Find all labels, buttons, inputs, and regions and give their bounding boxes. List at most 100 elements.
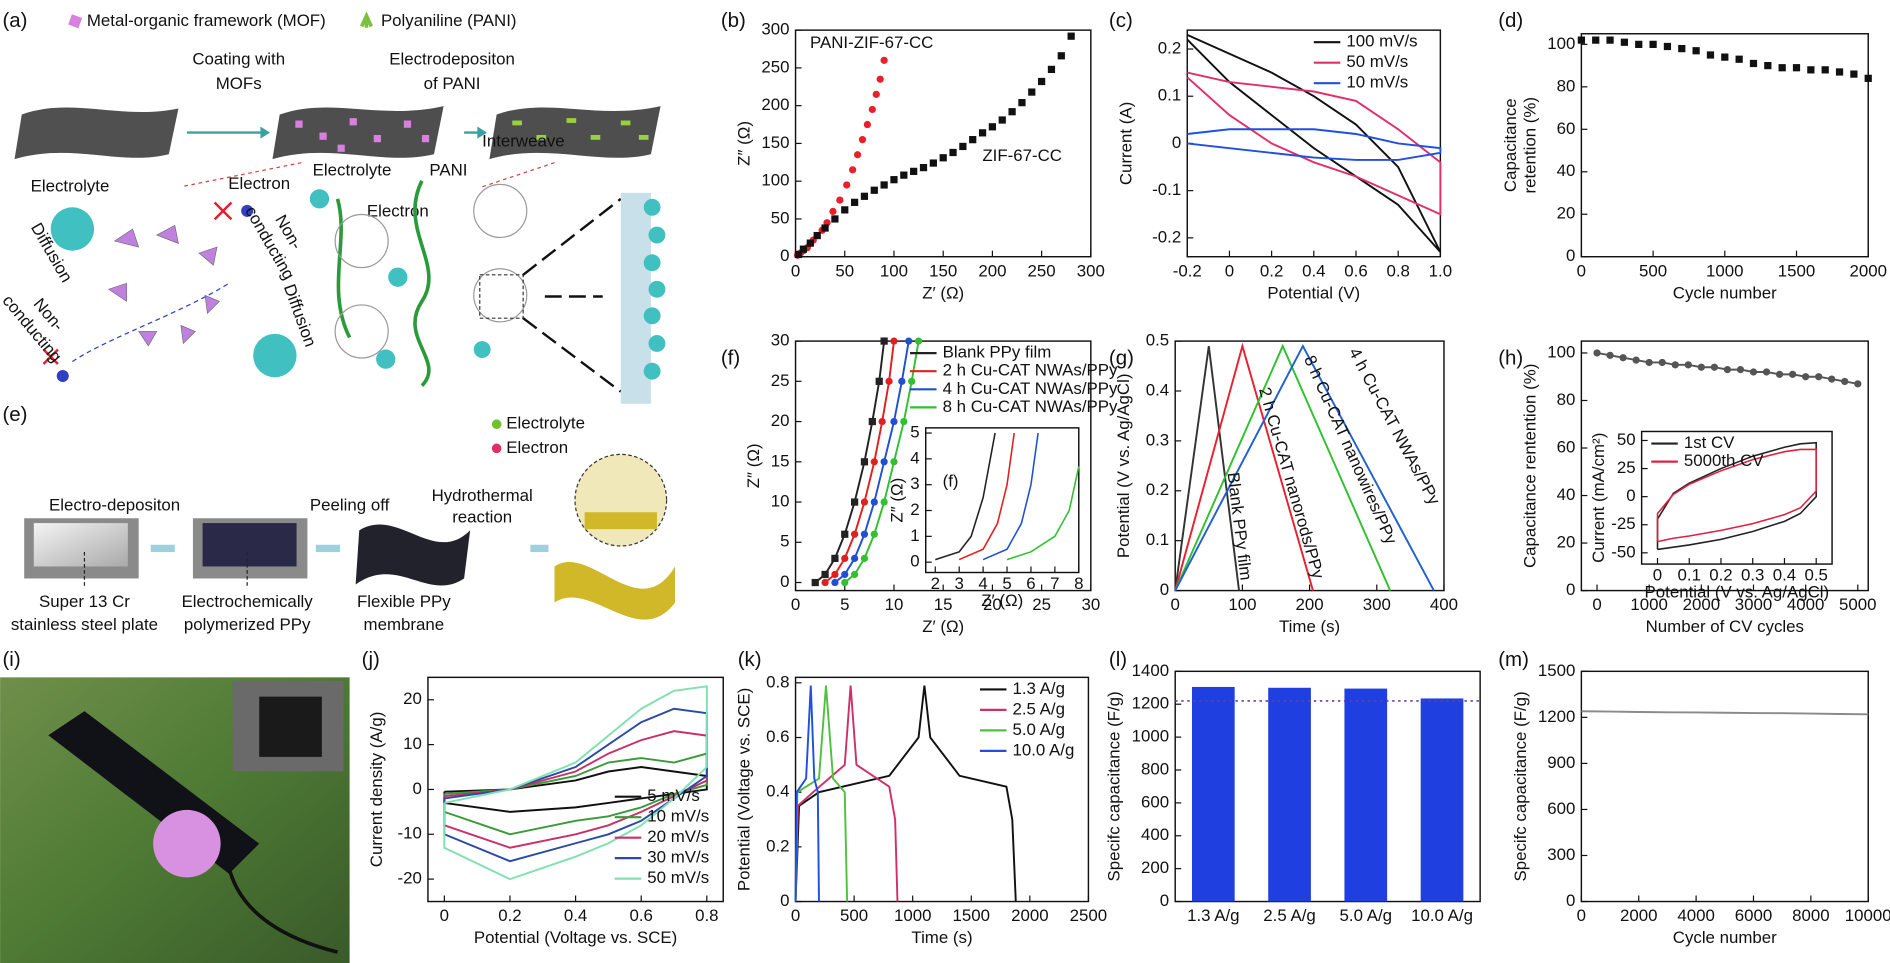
point bbox=[988, 123, 997, 131]
line bbox=[443, 685, 708, 881]
point bbox=[1778, 64, 1786, 72]
x-tick-label: 1000 bbox=[1706, 261, 1744, 280]
y-tick-label: 40 bbox=[1557, 161, 1576, 180]
point bbox=[1710, 363, 1718, 371]
y-tick-label: 800 bbox=[1141, 759, 1169, 778]
y-tick-label: 0 bbox=[1172, 133, 1181, 152]
panel-e: (e) Electrolyte Electron Electro-deposit… bbox=[2, 403, 676, 634]
y-axis-label: Capacitance rentention (%) bbox=[1520, 364, 1539, 568]
x-tick-label: 10.0 A/g bbox=[1411, 906, 1473, 925]
line bbox=[1581, 710, 1869, 716]
x-tick-label: 0 bbox=[440, 906, 449, 925]
x-tick-label: 0 bbox=[1171, 595, 1180, 614]
legend-text: 5 mV/s bbox=[647, 786, 699, 805]
y-axis-label: Potential (Voltage vs. SCE) bbox=[734, 688, 753, 891]
y-tick-label: 0.2 bbox=[1158, 38, 1181, 57]
interweave-text: Interweave bbox=[482, 132, 564, 151]
point bbox=[900, 171, 908, 179]
point bbox=[1018, 99, 1026, 107]
step-text: Electrodepositon bbox=[389, 50, 515, 69]
x-tick-label: 5000 bbox=[1839, 595, 1877, 614]
point bbox=[1723, 365, 1732, 374]
point bbox=[1593, 349, 1601, 357]
x-tick-label: 10 bbox=[885, 595, 904, 614]
point bbox=[1047, 65, 1056, 74]
y-tick-label: 0 bbox=[1566, 580, 1575, 599]
x-tick-label: 0.6 bbox=[1344, 261, 1367, 280]
y-tick-label: 50 bbox=[1617, 430, 1636, 449]
y-tick-label: 0.2 bbox=[766, 836, 789, 855]
x-tick-label: 250 bbox=[1028, 261, 1056, 280]
point bbox=[890, 417, 898, 426]
electrolyte-balls bbox=[309, 189, 491, 369]
point bbox=[1577, 36, 1585, 44]
point bbox=[1663, 42, 1672, 51]
point bbox=[841, 530, 849, 538]
panel-label: (c) bbox=[1109, 9, 1133, 32]
y-tick-label: 0 bbox=[780, 572, 789, 591]
mof-structure bbox=[107, 224, 220, 347]
panel-label: (j) bbox=[362, 648, 380, 671]
flower bbox=[153, 809, 221, 878]
line bbox=[1174, 345, 1240, 591]
point bbox=[1749, 368, 1758, 376]
x-tick-label: 300 bbox=[1363, 595, 1391, 614]
point bbox=[1764, 61, 1772, 70]
panel-a: (a) Metal-organic framework (MOF) Polyan… bbox=[0, 9, 666, 404]
point bbox=[1592, 36, 1600, 44]
plot-frame bbox=[794, 676, 1090, 903]
legend-text: 100 mV/s bbox=[1346, 32, 1417, 51]
label: Electron bbox=[367, 202, 429, 221]
panel-label: (f) bbox=[721, 347, 740, 370]
point bbox=[929, 159, 937, 167]
y-tick-label: -0.1 bbox=[1152, 180, 1181, 199]
y-tick-label: 60 bbox=[1557, 119, 1576, 138]
series-label: ZIF-67-CC bbox=[982, 146, 1062, 165]
point bbox=[878, 417, 886, 426]
x-tick-label: 0.2 bbox=[498, 906, 521, 925]
x-tick-label: 5 bbox=[840, 595, 849, 614]
point bbox=[1864, 74, 1872, 82]
y-tick-label: 20 bbox=[1557, 533, 1576, 552]
x-axis-label: Potential (Voltage vs. SCE) bbox=[474, 928, 677, 947]
y-tick-label: 1 bbox=[910, 526, 919, 545]
y-tick-label: 20 bbox=[403, 689, 422, 708]
point bbox=[1606, 351, 1614, 359]
y-axis-label: Current (mA/cm²) bbox=[1589, 433, 1608, 563]
point bbox=[876, 75, 884, 83]
point bbox=[1028, 88, 1036, 96]
bar bbox=[1420, 698, 1464, 902]
caption: Flexible PPy bbox=[357, 592, 451, 611]
x-tick-label: 4000 bbox=[1787, 595, 1825, 614]
line bbox=[1186, 33, 1442, 253]
label: PANI bbox=[429, 161, 467, 180]
x-tick-label: 0.1 bbox=[1678, 565, 1701, 584]
y-tick-label: 0 bbox=[1566, 891, 1575, 910]
line bbox=[443, 752, 708, 836]
legend-text: 1st CV bbox=[1684, 433, 1735, 452]
x-tick-label: 0 bbox=[791, 595, 800, 614]
x-tick-label: 0.3 bbox=[1741, 565, 1764, 584]
y-tick-label: 5 bbox=[780, 532, 789, 551]
pani-chain bbox=[335, 179, 431, 387]
x-tick-label: 1500 bbox=[1778, 261, 1816, 280]
carbon-cloth bbox=[14, 107, 179, 160]
x-tick-label: 0.2 bbox=[1709, 565, 1732, 584]
point bbox=[870, 186, 878, 194]
x-tick-label: 400 bbox=[1430, 595, 1458, 614]
line bbox=[794, 685, 899, 902]
point bbox=[868, 417, 876, 426]
point bbox=[978, 129, 987, 137]
x-tick-label: 0.6 bbox=[629, 906, 652, 925]
y-tick-label: 0 bbox=[413, 779, 422, 798]
x-tick-label: 20 bbox=[983, 595, 1002, 614]
y-axis-label: Specifc capacitance (F/g) bbox=[1105, 691, 1124, 881]
point bbox=[853, 151, 862, 159]
point bbox=[870, 530, 878, 538]
point bbox=[1619, 354, 1627, 362]
mof-icon bbox=[68, 14, 83, 29]
x-tick-label: 0.4 bbox=[564, 906, 587, 925]
legend-dot bbox=[491, 443, 502, 454]
zoom-lines bbox=[522, 197, 622, 393]
